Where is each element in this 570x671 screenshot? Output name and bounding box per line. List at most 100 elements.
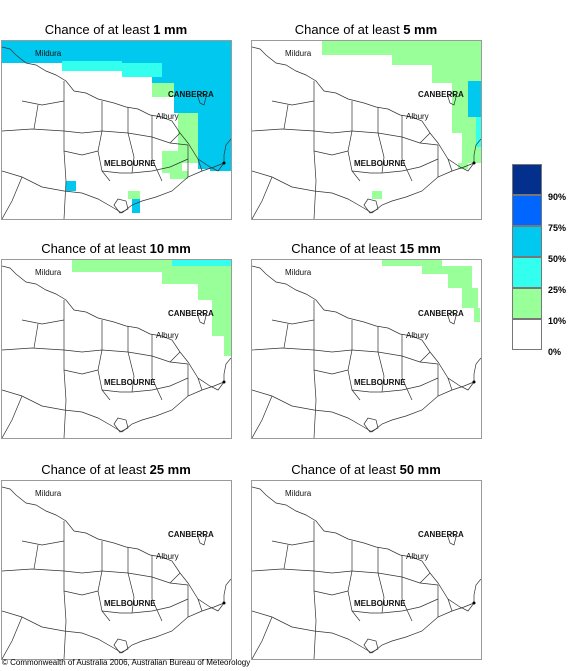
map-50mm: Mildura CANBERRA Albury MELBOURNE bbox=[251, 480, 482, 660]
boundary-line bbox=[151, 115, 163, 182]
boundary-line bbox=[447, 158, 453, 172]
coast-marker bbox=[222, 380, 226, 384]
place-label-mildura: Mildura bbox=[285, 268, 312, 277]
probability-cell bbox=[66, 181, 76, 191]
panel-title-5mm: Chance of at least 5 mm bbox=[250, 22, 482, 38]
probability-cell bbox=[62, 61, 122, 71]
region-map bbox=[2, 486, 231, 659]
place-label-canberra: CANBERRA bbox=[168, 90, 214, 99]
probability-cell bbox=[152, 63, 231, 83]
boundary-line bbox=[169, 572, 181, 584]
boundary-line bbox=[419, 132, 431, 144]
boundaries bbox=[252, 486, 481, 659]
boundaries bbox=[252, 46, 481, 219]
panel-title-50mm: Chance of at least 50 mm bbox=[250, 462, 482, 478]
probability-cell bbox=[174, 83, 231, 113]
place-label-melbourne: MELBOURNE bbox=[104, 378, 156, 387]
place-label-canberra: CANBERRA bbox=[418, 309, 464, 318]
place-label-canberra: CANBERRA bbox=[168, 309, 214, 318]
panel-title-25mm: Chance of at least 25 mm bbox=[0, 462, 232, 478]
boundary-line bbox=[313, 521, 317, 659]
boundary-line bbox=[377, 107, 385, 174]
boundary-line bbox=[2, 162, 225, 214]
place-label-albury: Albury bbox=[156, 112, 179, 121]
boundary-line bbox=[252, 616, 273, 659]
boundary-line bbox=[447, 377, 453, 391]
boundary-line bbox=[447, 532, 457, 546]
boundary-line bbox=[447, 311, 457, 325]
boundary-line bbox=[21, 100, 65, 106]
boundary-line bbox=[347, 541, 361, 622]
legend-label-0: 0% bbox=[548, 347, 562, 357]
boundary-line bbox=[101, 377, 189, 393]
boundary-line bbox=[252, 347, 315, 351]
map-1mm: Mildura CANBERRA Albury MELBOURNE bbox=[1, 40, 232, 220]
probability-cell bbox=[224, 336, 231, 356]
boundary-line bbox=[97, 101, 111, 182]
boundary-line bbox=[363, 198, 379, 214]
boundary-line bbox=[63, 349, 189, 365]
boundary-line bbox=[63, 300, 67, 438]
boundary-line bbox=[127, 326, 135, 393]
boundary-line bbox=[2, 128, 65, 132]
legend-label-25: 25% bbox=[548, 285, 567, 295]
boundary-line bbox=[401, 334, 413, 401]
boundary-line bbox=[2, 46, 225, 172]
probability-cell bbox=[422, 266, 472, 274]
place-label-mildura: Mildura bbox=[285, 49, 312, 58]
probability-cell bbox=[462, 288, 478, 308]
boundary-line bbox=[377, 326, 385, 393]
boundary-line bbox=[197, 92, 207, 106]
boundary-line bbox=[33, 104, 39, 130]
title-prefix: Chance of at least bbox=[44, 22, 150, 37]
boundary-line bbox=[401, 555, 413, 622]
boundary-line bbox=[347, 320, 361, 401]
legend-label-75: 75% bbox=[548, 223, 567, 233]
boundary-line bbox=[313, 130, 439, 146]
title-amount: 1 mm bbox=[153, 22, 188, 37]
boundary-line bbox=[2, 176, 23, 219]
boundary-line bbox=[313, 300, 317, 438]
boundary-line bbox=[169, 132, 181, 144]
title-prefix: Chance of at least bbox=[41, 462, 146, 477]
probability-cell bbox=[432, 65, 481, 83]
boundary-line bbox=[419, 351, 431, 363]
boundary-line bbox=[63, 130, 189, 146]
boundary-line bbox=[97, 320, 111, 401]
boundary-line bbox=[363, 638, 379, 654]
boundary-line bbox=[419, 572, 431, 584]
probability-cells bbox=[2, 41, 231, 213]
region-map bbox=[252, 486, 481, 659]
place-label-melbourne: MELBOURNE bbox=[354, 599, 406, 608]
boundary-line bbox=[63, 150, 99, 156]
boundary-line bbox=[401, 115, 413, 182]
boundary-line bbox=[351, 158, 439, 174]
probability-cell bbox=[122, 63, 162, 77]
probability-cell bbox=[448, 274, 472, 288]
title-prefix: Chance of at least bbox=[291, 462, 396, 477]
title-prefix: Chance of at least bbox=[41, 241, 146, 256]
legend-swatch-90-100 bbox=[512, 164, 542, 195]
probability-cell bbox=[162, 151, 182, 173]
boundary-line bbox=[127, 107, 135, 174]
boundary-line bbox=[113, 638, 129, 654]
title-amount: 50 mm bbox=[399, 462, 441, 477]
boundary-line bbox=[271, 540, 315, 546]
boundary-line bbox=[2, 486, 225, 612]
panel-title-10mm: Chance of at least 10 mm bbox=[0, 241, 232, 257]
probability-cell bbox=[322, 41, 481, 55]
legend-label-10: 10% bbox=[548, 316, 567, 326]
boundary-line bbox=[252, 486, 475, 612]
boundary-line bbox=[113, 417, 129, 433]
region-map bbox=[2, 41, 231, 219]
legend-label-90: 90% bbox=[548, 192, 567, 202]
place-label-albury: Albury bbox=[406, 331, 429, 340]
panel-title-1mm: Chance of at least 1 mm bbox=[0, 22, 232, 38]
boundary-line bbox=[223, 578, 231, 603]
map-5mm: Mildura CANBERRA Albury MELBOURNE bbox=[251, 40, 482, 220]
boundary-line bbox=[313, 150, 349, 156]
boundary-line bbox=[21, 540, 65, 546]
boundaries bbox=[2, 265, 231, 438]
probability-cell bbox=[210, 163, 231, 171]
boundaries bbox=[252, 265, 481, 438]
